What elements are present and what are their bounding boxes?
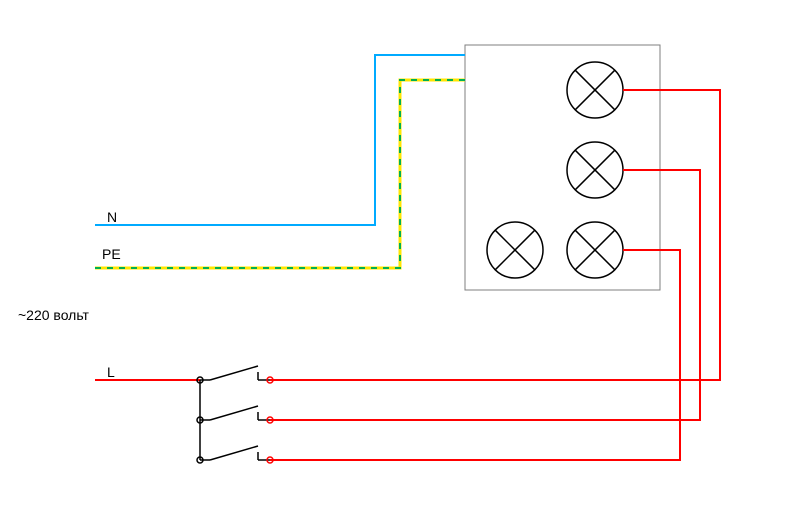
switch-3 [197,446,273,463]
lamp-3 [567,222,623,278]
wire-live-out-3 [270,250,680,460]
wire-live-out-1 [270,90,720,380]
switch-1 [197,366,273,383]
label-live: L [107,364,115,380]
wire-live-out-2 [270,170,700,420]
switch-2 [197,406,273,423]
label-pe: PE [102,246,121,262]
lamp-4 [487,222,543,278]
label-neutral: N [107,209,117,225]
label-voltage: ~220 вольт [18,307,90,323]
wire-pe [95,80,465,268]
lamp-1 [567,62,623,118]
wire-pe-dash [95,80,465,268]
lamp-2 [567,142,623,198]
junction-box [465,45,660,290]
